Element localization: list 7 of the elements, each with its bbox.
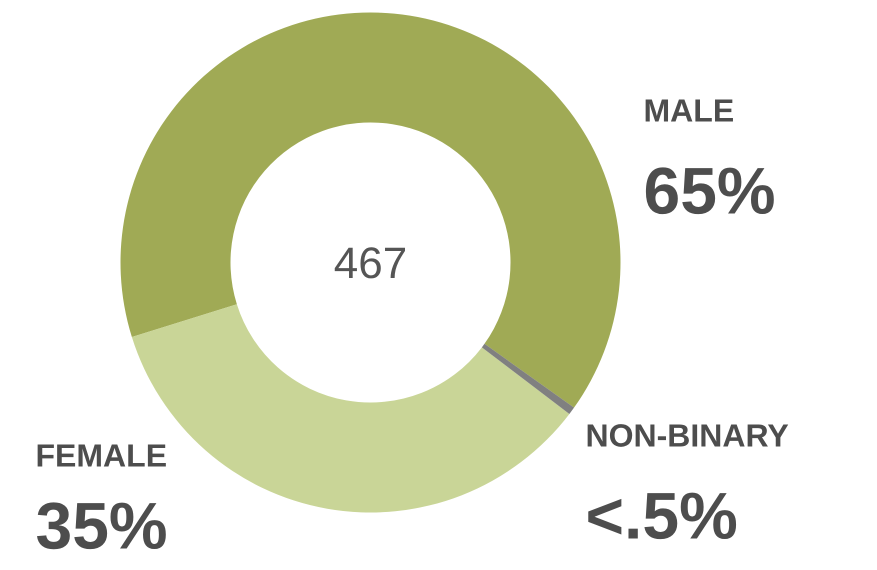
slice-label: NON-BINARY [586,418,789,454]
slice-label: FEMALE [36,438,168,474]
data-label: 65% [644,154,776,228]
data-label: 35% [36,488,168,562]
slice-label: MALE [644,92,734,128]
data-label: <.5% [586,478,738,552]
text: 467 [334,239,408,288]
